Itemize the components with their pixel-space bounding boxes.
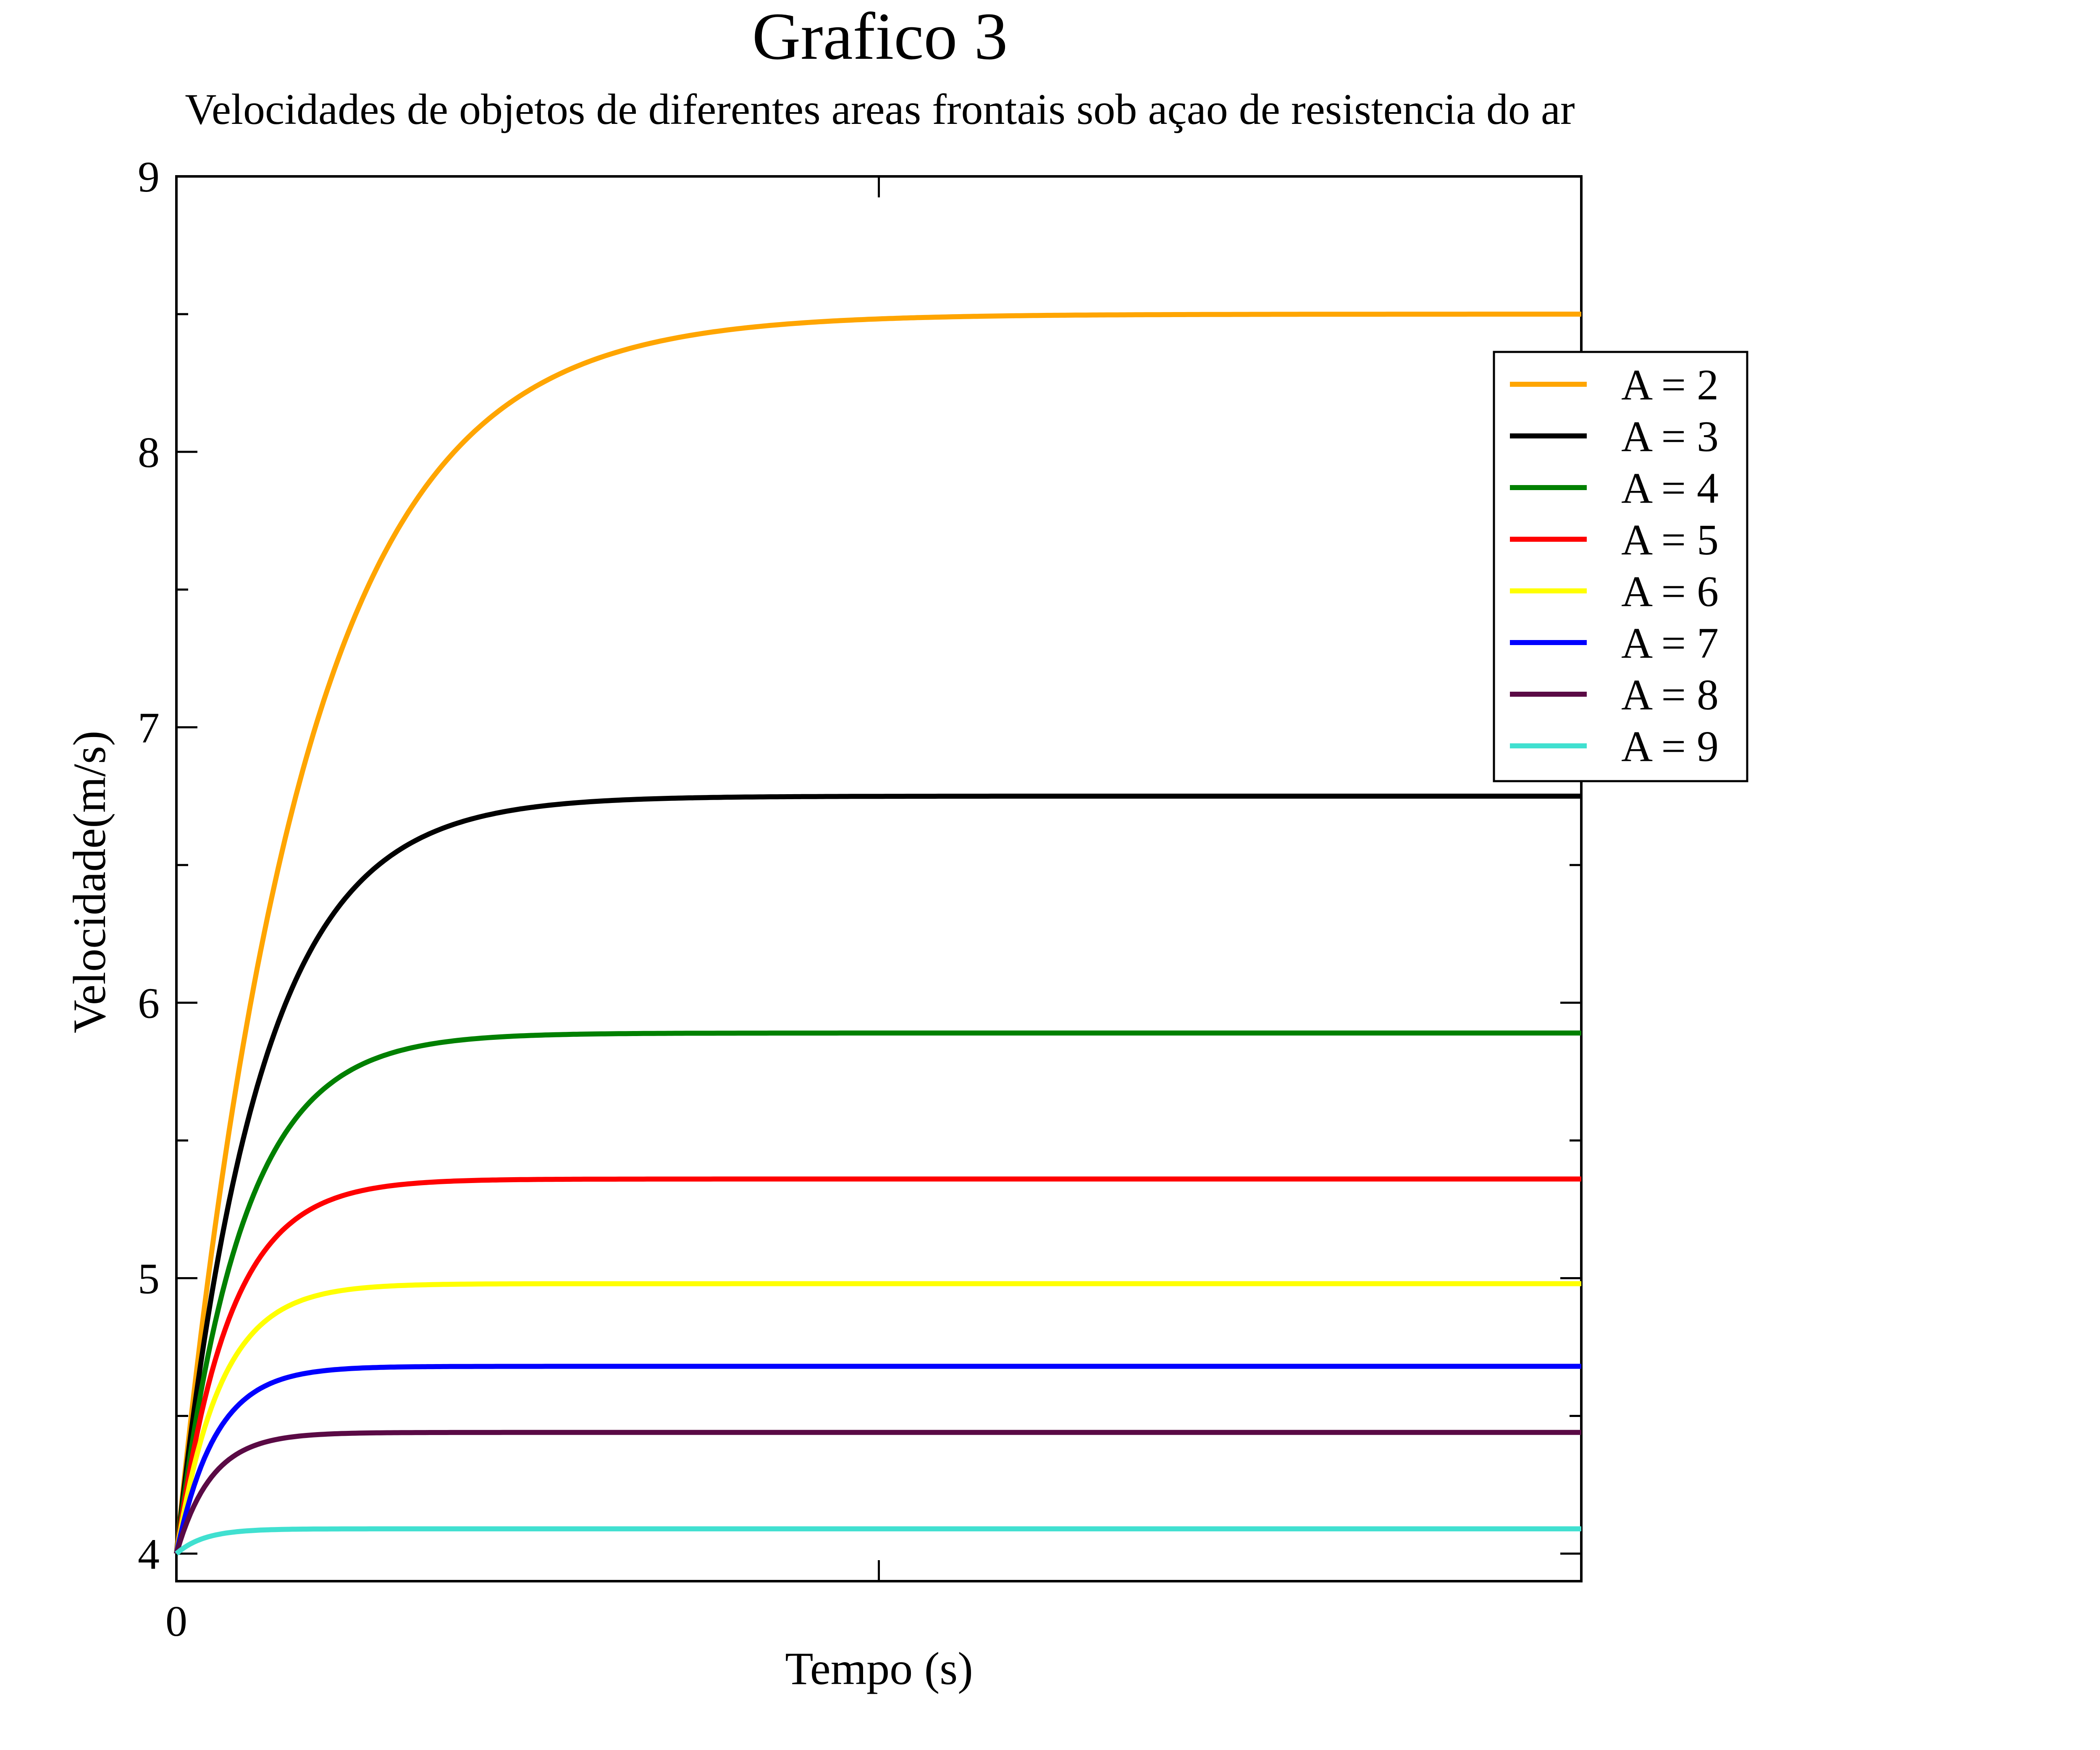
y-tick-label: 5 bbox=[138, 1255, 160, 1303]
series-line-2 bbox=[174, 793, 1581, 1554]
series-line-4 bbox=[174, 1176, 1581, 1554]
legend-label: A = 6 bbox=[1621, 567, 1719, 616]
y-tick-label: 9 bbox=[138, 153, 160, 201]
legend: A = 2A = 3A = 4A = 5A = 6A = 7A = 8A = 9 bbox=[1493, 351, 1748, 782]
series-line-1 bbox=[174, 312, 1581, 1554]
chart-title: Grafico 3 bbox=[752, 0, 1008, 73]
y-tick-label: 7 bbox=[138, 704, 160, 752]
legend-entries: A = 2A = 3A = 4A = 5A = 6A = 7A = 8A = 9 bbox=[1510, 361, 1719, 771]
y-axis-label: Velocidade(m/s) bbox=[64, 731, 115, 1034]
series-line-5 bbox=[174, 1281, 1581, 1554]
legend-label: A = 9 bbox=[1621, 722, 1719, 771]
legend-label: A = 7 bbox=[1621, 619, 1719, 667]
y-tick-label: 4 bbox=[138, 1530, 160, 1578]
legend-label: A = 3 bbox=[1621, 412, 1719, 461]
x-axis-label: Tempo (s) bbox=[785, 1643, 973, 1694]
series-lines bbox=[174, 312, 1581, 1556]
plot-area bbox=[175, 175, 1583, 1582]
series-line-6 bbox=[174, 1364, 1581, 1554]
legend-label: A = 5 bbox=[1621, 516, 1719, 564]
legend-label: A = 4 bbox=[1621, 464, 1719, 512]
legend-label: A = 2 bbox=[1621, 361, 1719, 409]
legend-box bbox=[1493, 351, 1748, 782]
axis-ticks bbox=[175, 175, 1583, 1581]
y-tick-labels: 4 5 6 7 8 9 bbox=[138, 153, 160, 1578]
series-line-3 bbox=[174, 1030, 1581, 1554]
x-tick-label: 0 bbox=[165, 1597, 187, 1645]
legend-label: A = 8 bbox=[1621, 671, 1719, 719]
x-tick-labels: 0 bbox=[165, 1597, 187, 1645]
series-line-8 bbox=[175, 1526, 1581, 1556]
y-tick-label: 8 bbox=[138, 428, 160, 477]
chart-subtitle: Velocidades de objetos de diferentes are… bbox=[185, 85, 1575, 134]
y-tick-label: 6 bbox=[138, 979, 160, 1028]
series-line-7 bbox=[174, 1430, 1581, 1555]
